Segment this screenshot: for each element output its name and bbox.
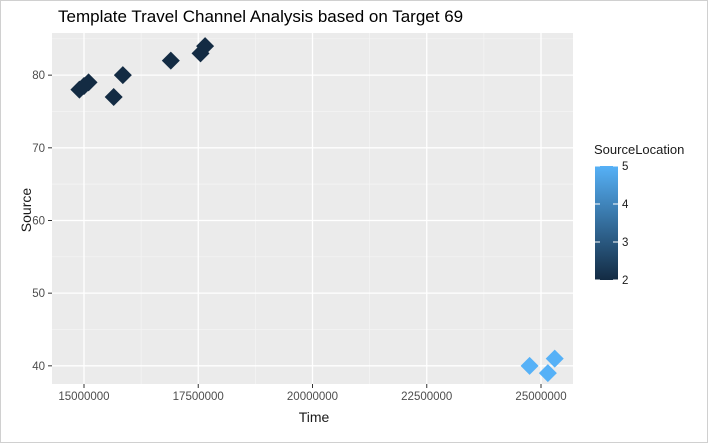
legend-tick-label: 4 bbox=[622, 199, 629, 211]
y-axis: 40 50 60 70 80 bbox=[32, 70, 52, 373]
data-point bbox=[545, 349, 564, 368]
y-tick-label: 50 bbox=[32, 288, 45, 300]
data-point bbox=[79, 73, 98, 92]
x-axis: 15000000 17500000 20000000 22500000 25000000 bbox=[58, 384, 567, 403]
legend-tick-label: 3 bbox=[622, 237, 628, 249]
x-tick-label: 20000000 bbox=[287, 391, 338, 403]
y-tick-label: 70 bbox=[32, 143, 45, 155]
data-point bbox=[113, 66, 132, 85]
data-point bbox=[196, 37, 215, 56]
legend-colorbar bbox=[595, 166, 618, 280]
y-tick-label: 60 bbox=[32, 215, 45, 227]
x-axis-title: Time bbox=[299, 409, 330, 425]
y-tick-label: 80 bbox=[32, 70, 45, 82]
data-point bbox=[520, 356, 539, 375]
data-point bbox=[538, 364, 557, 383]
data-points bbox=[70, 37, 564, 383]
legend: SourceLocation 2 3 4 5 bbox=[594, 142, 684, 287]
x-tick-label: 15000000 bbox=[58, 391, 109, 403]
y-tick-label: 40 bbox=[32, 361, 45, 373]
chart-title: Template Travel Channel Analysis based o… bbox=[58, 7, 463, 26]
x-tick-label: 22500000 bbox=[401, 391, 452, 403]
data-point bbox=[104, 87, 123, 106]
y-axis-title: Source bbox=[18, 188, 34, 233]
x-tick-label: 17500000 bbox=[173, 391, 224, 403]
legend-title: SourceLocation bbox=[594, 142, 684, 157]
legend-tick-label: 5 bbox=[622, 161, 628, 173]
data-point bbox=[161, 51, 180, 70]
legend-ticks: 2 3 4 5 bbox=[595, 161, 629, 287]
legend-tick-label: 2 bbox=[622, 275, 628, 287]
x-tick-label: 25000000 bbox=[515, 391, 566, 403]
